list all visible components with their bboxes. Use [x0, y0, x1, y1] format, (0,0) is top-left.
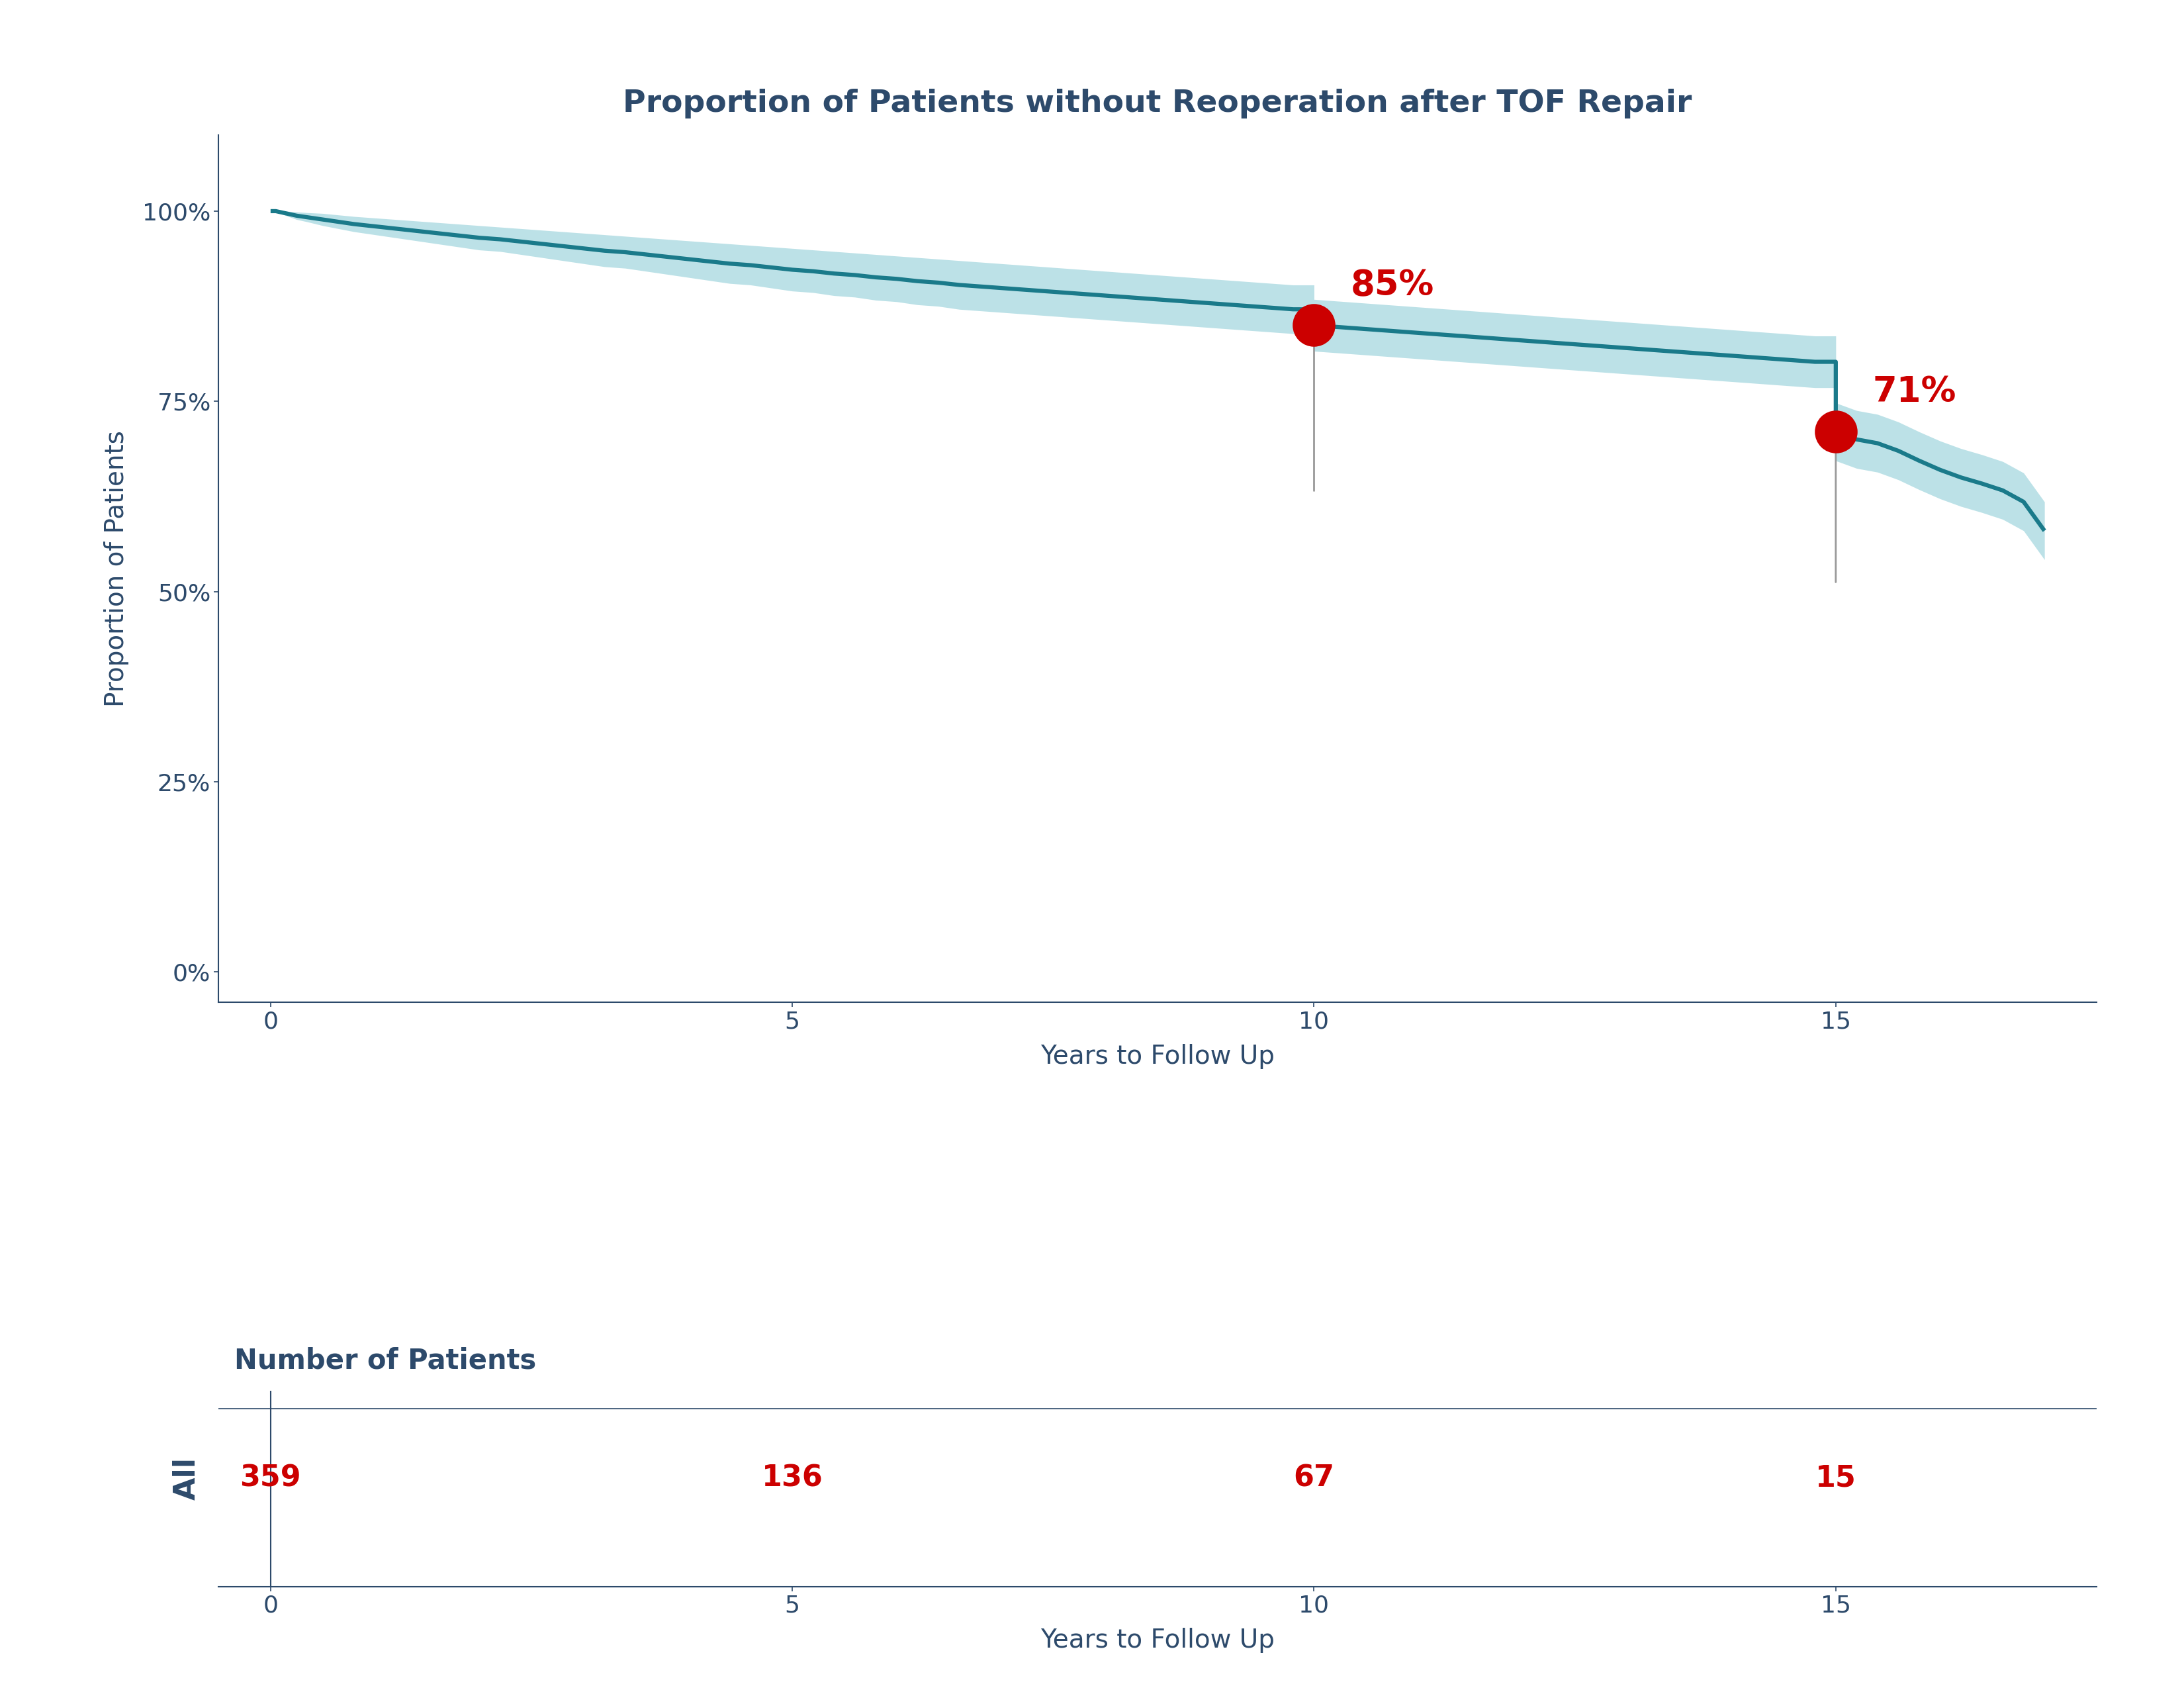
Point	[1819, 419, 1854, 446]
Text: 71%: 71%	[1872, 375, 1957, 408]
Y-axis label: Proportion of Patients: Proportion of Patients	[105, 430, 129, 707]
X-axis label: Years to Follow Up: Years to Follow Up	[1040, 1627, 1275, 1653]
Point	[1297, 312, 1332, 339]
Text: 359: 359	[240, 1463, 301, 1492]
Text: 85%: 85%	[1350, 268, 1435, 302]
Text: 136: 136	[762, 1463, 823, 1492]
Text: 15: 15	[1815, 1463, 1856, 1492]
Text: Number of Patients: Number of Patients	[234, 1347, 535, 1374]
Title: Proportion of Patients without Reoperation after TOF Repair: Proportion of Patients without Reoperati…	[622, 89, 1693, 118]
Text: 67: 67	[1293, 1463, 1334, 1492]
Text: All: All	[173, 1457, 201, 1501]
X-axis label: Years to Follow Up: Years to Follow Up	[1040, 1043, 1275, 1069]
